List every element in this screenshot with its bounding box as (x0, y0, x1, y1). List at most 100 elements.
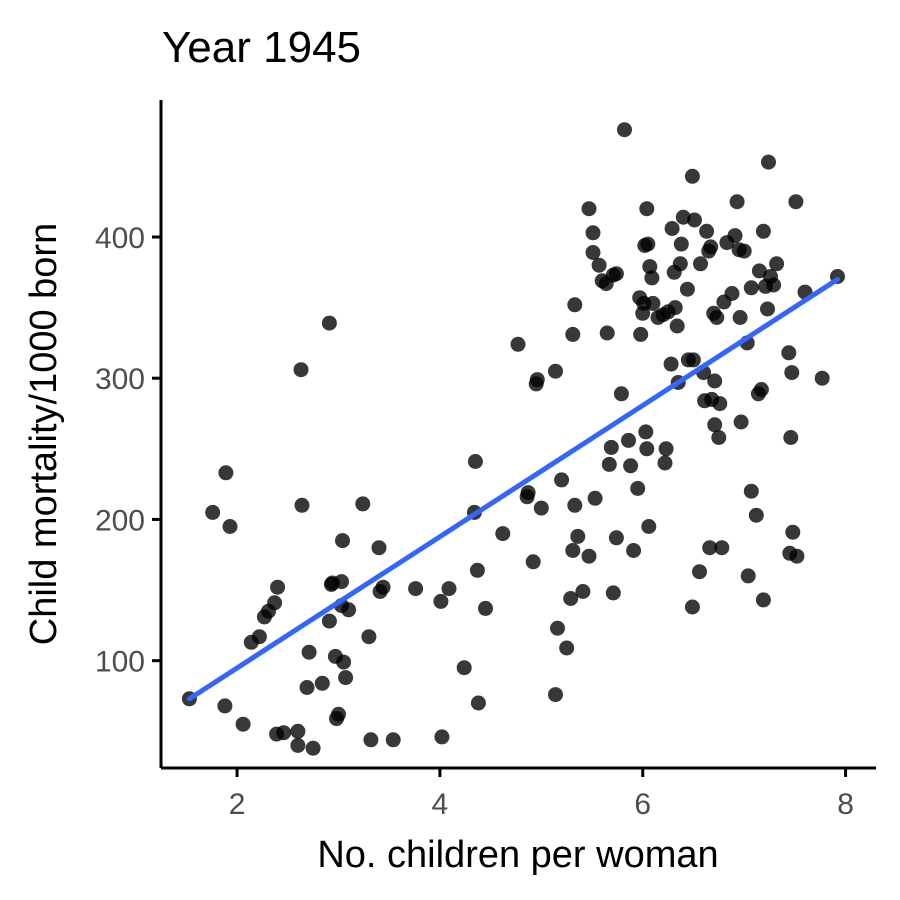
data-point-87 (613, 386, 629, 402)
data-point-73 (581, 548, 597, 564)
data-point-71 (575, 584, 591, 599)
data-point-124 (685, 352, 701, 368)
data-point-3 (218, 465, 234, 481)
data-point-23 (321, 613, 337, 629)
data-point-105 (645, 295, 661, 311)
data-point-2 (217, 698, 233, 714)
data-point-83 (605, 585, 621, 601)
data-point-40 (375, 579, 391, 595)
data-point-80 (599, 325, 615, 341)
data-point-32 (336, 654, 352, 670)
x-tick-label: 8 (837, 788, 854, 821)
data-point-102 (641, 519, 657, 534)
data-point-144 (724, 286, 740, 301)
data-point-50 (470, 695, 486, 711)
data-point-99 (639, 201, 655, 217)
data-point-49 (469, 562, 485, 578)
data-point-70 (570, 528, 586, 544)
data-point-109 (658, 441, 674, 457)
data-point-157 (751, 263, 767, 279)
data-point-163 (761, 154, 776, 170)
data-point-64 (559, 640, 575, 656)
data-point-171 (785, 524, 801, 540)
data-point-89 (621, 432, 636, 448)
data-point-167 (781, 345, 797, 361)
data-point-153 (743, 280, 759, 296)
y-axis-title: Child mortality/1000 born (23, 223, 65, 645)
data-point-172 (788, 194, 804, 210)
y-tick-label: 100 (95, 646, 145, 679)
data-point-19 (301, 644, 317, 660)
data-point-148 (732, 310, 748, 325)
data-point-14 (290, 723, 306, 739)
data-point-62 (550, 620, 565, 636)
data-point-173 (789, 548, 805, 564)
data-point-139 (711, 430, 727, 445)
data-point-81 (601, 456, 617, 472)
data-point-140 (712, 396, 728, 412)
data-point-21 (314, 675, 330, 691)
data-point-22 (321, 315, 337, 331)
data-point-141 (714, 540, 730, 556)
data-point-108 (657, 455, 673, 471)
y-tick-label: 400 (95, 222, 145, 255)
data-point-162 (760, 301, 775, 317)
data-point-16 (293, 362, 309, 378)
data-point-11 (270, 579, 286, 595)
data-point-42 (408, 581, 424, 597)
data-point-159 (755, 223, 771, 239)
data-point-85 (608, 266, 624, 282)
data-point-169 (783, 430, 799, 445)
data-point-33 (338, 670, 354, 686)
data-point-133 (703, 239, 719, 255)
data-point-130 (699, 223, 715, 239)
data-point-68 (567, 497, 583, 513)
data-point-100 (639, 441, 655, 457)
data-point-55 (520, 485, 536, 501)
data-point-15 (290, 737, 306, 753)
data-point-175 (814, 370, 830, 386)
y-axis-ticks: 100 200 300 400 (95, 222, 161, 679)
data-point-154 (743, 483, 759, 499)
data-point-29 (334, 574, 349, 590)
data-point-20 (305, 740, 321, 756)
data-point-82 (603, 439, 619, 455)
data-point-10 (267, 595, 283, 611)
data-point-5 (235, 716, 251, 732)
data-point-56 (525, 554, 541, 570)
data-point-35 (355, 496, 371, 512)
data-point-165 (766, 277, 782, 293)
data-point-76 (587, 490, 603, 506)
data-point-72 (581, 201, 597, 217)
data-point-28 (331, 706, 346, 722)
data-point-38 (371, 540, 387, 556)
data-point-119 (675, 209, 691, 225)
data-point-103 (642, 259, 658, 275)
data-point-63 (554, 472, 570, 488)
data-point-126 (692, 564, 707, 580)
data-point-13 (276, 725, 292, 741)
data-point-1 (205, 504, 221, 520)
data-point-104 (644, 270, 660, 286)
data-point-53 (510, 336, 526, 352)
data-point-118 (673, 236, 689, 252)
data-point-160 (755, 592, 771, 608)
data-point-17 (294, 497, 310, 513)
data-point-66 (565, 543, 581, 558)
data-point-136 (707, 373, 723, 389)
data-point-145 (727, 228, 743, 244)
data-point-170 (784, 365, 800, 381)
data-point-122 (684, 168, 700, 184)
x-tick-label: 2 (229, 788, 246, 821)
data-point-152 (740, 568, 756, 584)
data-point-137 (707, 417, 723, 433)
data-point-115 (669, 318, 685, 334)
data-point-18 (299, 680, 315, 695)
data-point-59 (533, 500, 549, 516)
data-point-7 (251, 629, 267, 645)
data-point-51 (478, 600, 493, 616)
data-point-45 (441, 581, 457, 597)
chart-title: Year 1945 (162, 23, 361, 72)
x-tick-label: 4 (432, 788, 449, 821)
